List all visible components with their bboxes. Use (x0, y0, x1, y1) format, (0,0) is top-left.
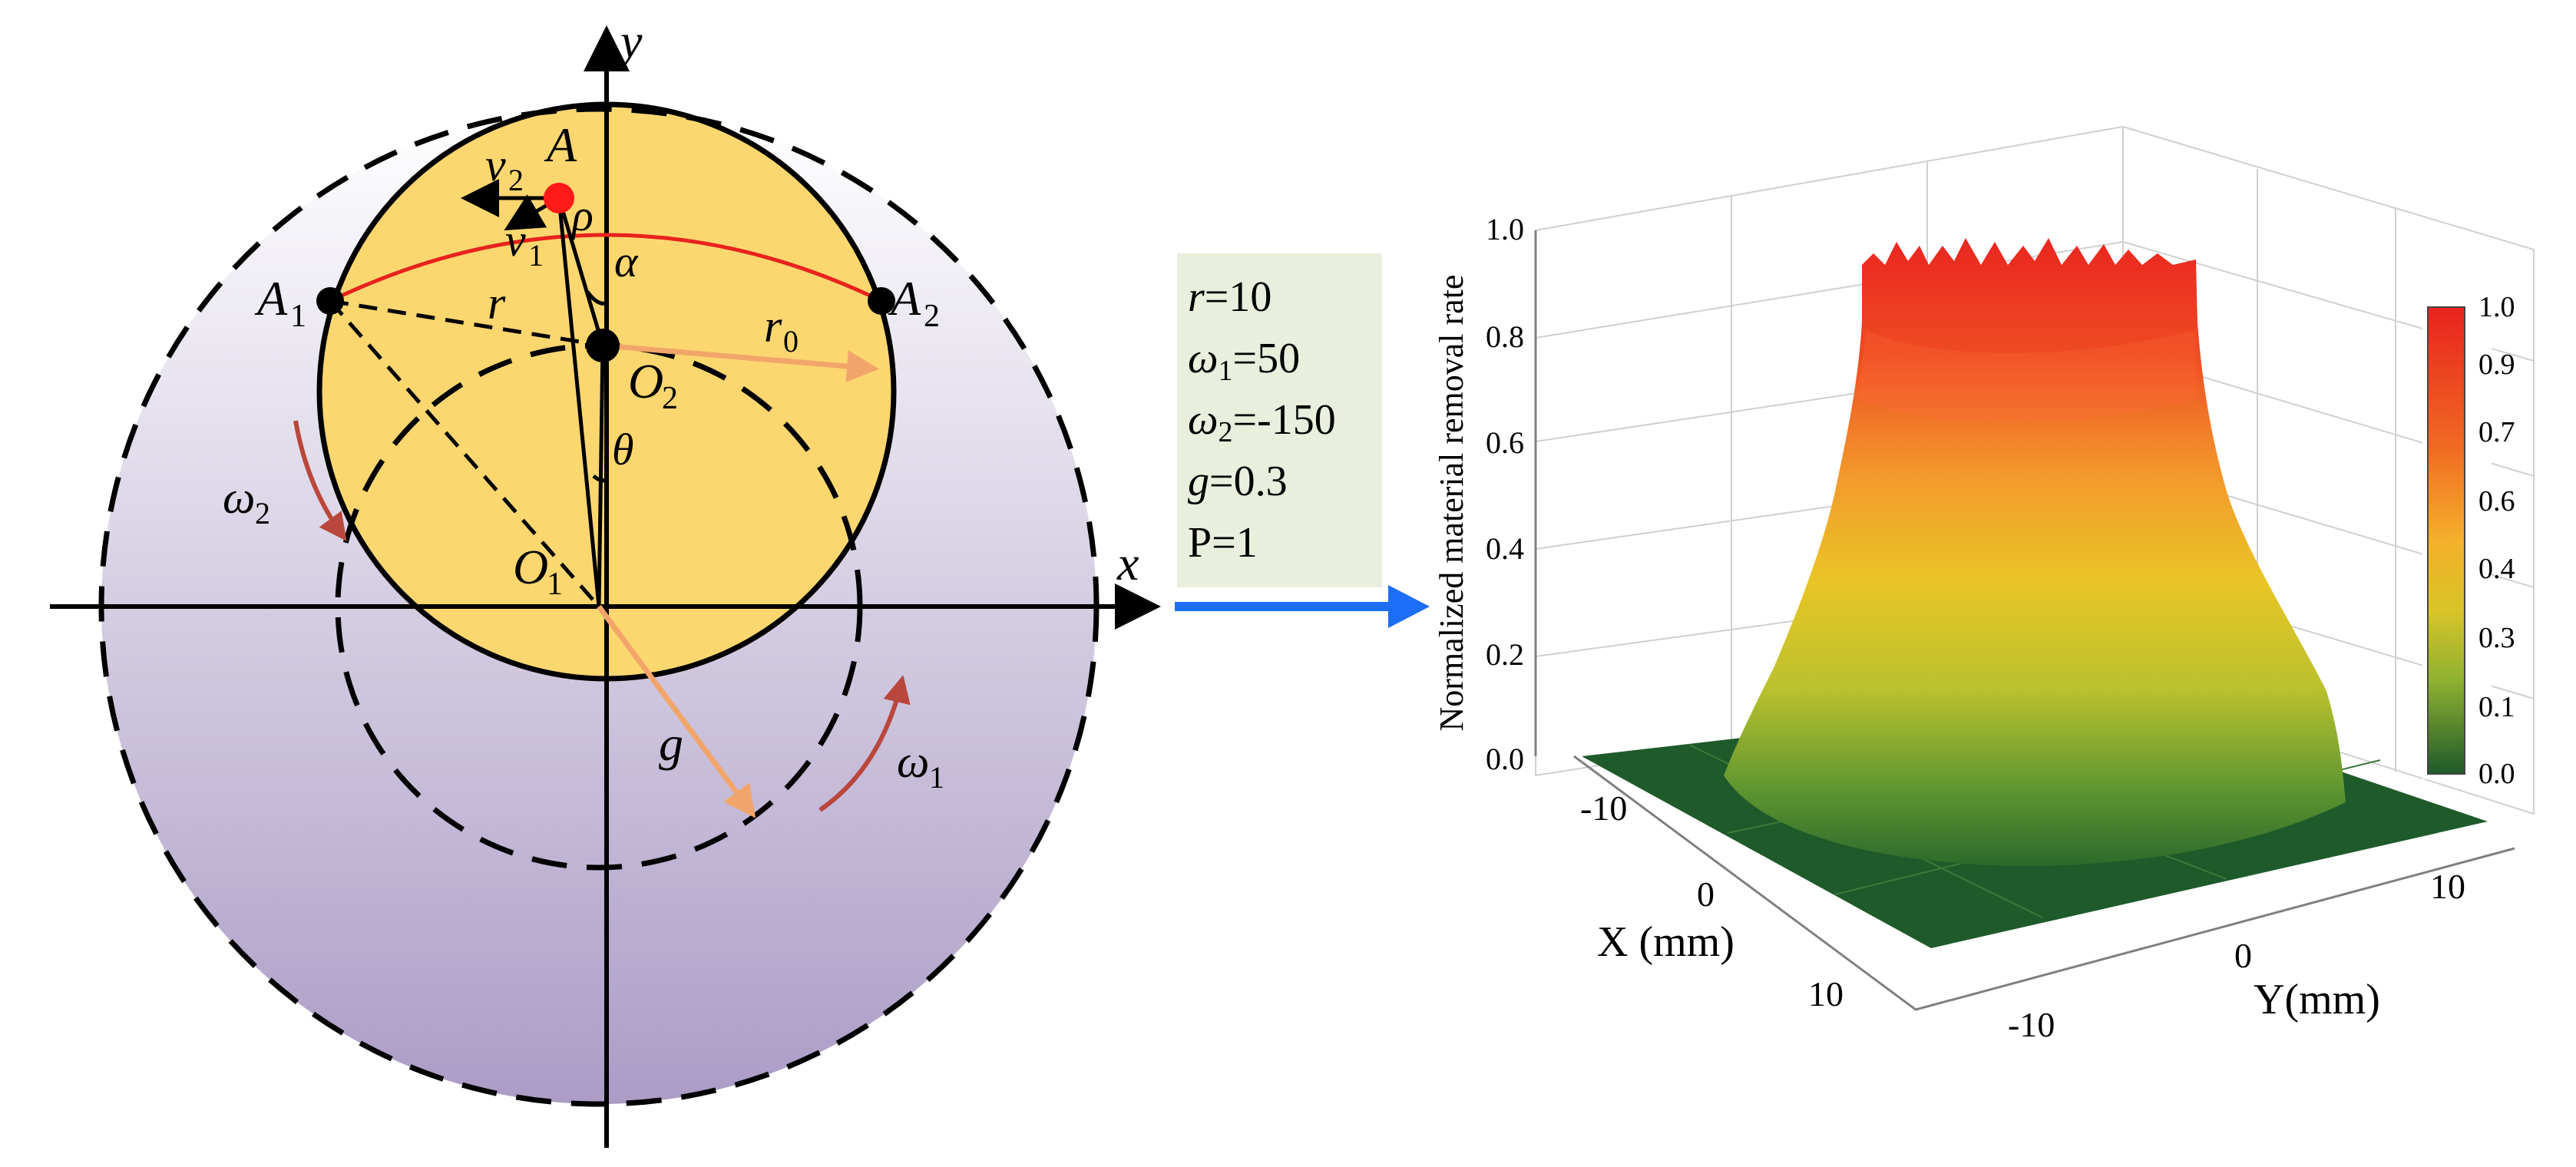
z-tick-5: 0.2 (1486, 637, 1524, 672)
z-tick-2: 0.8 (1486, 319, 1524, 354)
svg-text:1: 1 (547, 567, 563, 602)
cb-tick-4: 0.6 (2478, 485, 2515, 517)
label-theta: θ (612, 425, 634, 474)
label-alpha: α (614, 236, 639, 286)
cb-tick-1: 1.0 (2478, 291, 2515, 323)
y-tick-10: 10 (2430, 867, 2465, 906)
label-x-axis: x (1116, 536, 1139, 590)
omega2-rotation-arrow (293, 420, 347, 541)
g-arrow (597, 604, 756, 818)
label-y-axis: y (616, 14, 643, 68)
a1-o1-dashed (329, 299, 600, 608)
z-tick-3: 0.6 (1486, 425, 1524, 460)
surface-plot: 1.0 0.8 0.6 0.4 0.2 0.0 Normalized mater… (1433, 125, 2535, 1044)
cb-tick-5: 0.4 (2478, 553, 2515, 585)
colorbar: 1.0 0.9 0.7 0.6 0.4 0.3 0.1 0.0 (2422, 291, 2515, 790)
label-a2: A 2 (888, 271, 940, 334)
param-omega1: ω1=50 (1188, 335, 1300, 387)
label-r0: r 0 (764, 301, 799, 359)
svg-text:2: 2 (924, 299, 940, 334)
alpha-arc (585, 290, 607, 306)
svg-text:2: 2 (255, 496, 270, 531)
label-omega2: ω 2 (223, 472, 270, 531)
svg-text:1: 1 (528, 238, 544, 273)
point-a2 (868, 287, 895, 315)
svg-text:r: r (764, 301, 782, 352)
svg-text:1: 1 (290, 299, 306, 334)
cb-tick-2: 0.9 (2478, 349, 2515, 381)
point-a (544, 183, 574, 213)
colorbar-gradient (2427, 306, 2465, 775)
svg-text:2: 2 (508, 163, 524, 197)
svg-text:ω: ω (223, 472, 255, 523)
label-g: g (659, 716, 683, 771)
svg-text:A: A (254, 271, 288, 326)
surface-highlight (1858, 330, 2196, 422)
svg-text:v: v (485, 140, 506, 190)
label-v1: v 1 (505, 215, 544, 273)
y-tick-0: 0 (2234, 936, 2252, 975)
svg-text:ω: ω (897, 736, 929, 787)
label-o1: O 1 (513, 540, 563, 602)
param-r: r=10 (1188, 273, 1271, 321)
param-omega2: ω2=-150 (1188, 396, 1336, 448)
svg-text:O: O (513, 540, 548, 594)
cb-tick-7: 0.1 (2478, 691, 2515, 723)
kinematics-diagram: y x A A 1 A 2 v 2 v 1 ρ α r r 0 O 2 θ (50, 14, 1161, 1148)
cb-tick-6: 0.3 (2478, 622, 2515, 654)
trajectory-arc (329, 233, 883, 303)
flow-arrow (1175, 585, 1430, 628)
label-a: A (544, 117, 577, 172)
r0-arrow (602, 342, 879, 382)
z-tick-4: 0.4 (1486, 531, 1524, 566)
svg-text:A: A (888, 271, 921, 326)
a1-o2-dashed (329, 299, 603, 348)
svg-text:2: 2 (662, 381, 678, 416)
omega1-rotation-arrow (818, 675, 911, 812)
x-tick-0: 0 (1697, 874, 1715, 914)
label-r: r (488, 278, 506, 329)
y-tick-neg10: -10 (2008, 1005, 2055, 1044)
o1-o2-line (597, 345, 605, 607)
x-tick-10: 10 (1808, 974, 1844, 1013)
svg-text:v: v (505, 215, 526, 266)
z-axis: 1.0 0.8 0.6 0.4 0.2 0.0 (1486, 212, 1524, 776)
mrr-surface (1724, 238, 2346, 866)
svg-text:O: O (628, 354, 663, 408)
y-axis: -10 0 10 (2008, 867, 2465, 1044)
label-omega1: ω 1 (897, 736, 944, 795)
z-tick-6: 0.0 (1486, 742, 1524, 776)
z-tick-1: 1.0 (1486, 212, 1524, 246)
theta-arc (592, 474, 607, 483)
plot-box-front (1573, 755, 2515, 1011)
o1-a-line (557, 197, 601, 607)
parameter-box: r=10 ω1=50 ω2=-150 g=0.3 P=1 (1177, 253, 1382, 587)
y-axis-label: Y(mm) (2254, 976, 2380, 1023)
label-a1: A 1 (254, 271, 306, 334)
svg-text:0: 0 (783, 324, 799, 359)
label-v2: v 2 (485, 140, 524, 197)
cb-tick-3: 0.7 (2478, 416, 2515, 448)
svg-text:1: 1 (929, 760, 944, 795)
param-p: P=1 (1188, 519, 1258, 567)
label-rho: ρ (570, 190, 594, 240)
param-g: g=0.3 (1188, 458, 1288, 505)
label-o2: O 2 (628, 354, 678, 416)
x-tick-neg10: -10 (1580, 788, 1627, 828)
cb-tick-8: 0.0 (2478, 758, 2515, 790)
x-axis-label: X (mm) (1597, 918, 1734, 966)
point-o2 (586, 329, 620, 362)
parameter-box-bg (1177, 253, 1382, 587)
point-a1 (316, 287, 344, 315)
x-axis: -10 0 10 (1580, 788, 1844, 1013)
z-axis-label: Normalized material removal rate (1433, 275, 1470, 732)
a-o2-line (557, 197, 605, 346)
